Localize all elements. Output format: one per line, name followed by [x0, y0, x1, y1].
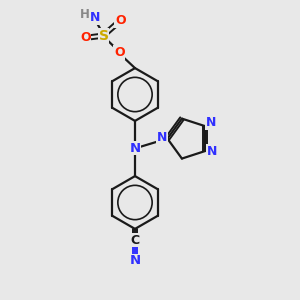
Text: N: N [129, 142, 141, 155]
Text: O: O [80, 31, 91, 44]
Text: N: N [207, 145, 217, 158]
Text: O: O [115, 14, 126, 27]
Text: N: N [206, 116, 216, 129]
Text: O: O [114, 46, 125, 59]
Text: N: N [90, 11, 100, 24]
Text: N: N [157, 131, 167, 144]
Text: S: S [99, 29, 109, 43]
Text: C: C [130, 234, 140, 247]
Text: H: H [80, 8, 90, 22]
Text: N: N [129, 254, 141, 268]
